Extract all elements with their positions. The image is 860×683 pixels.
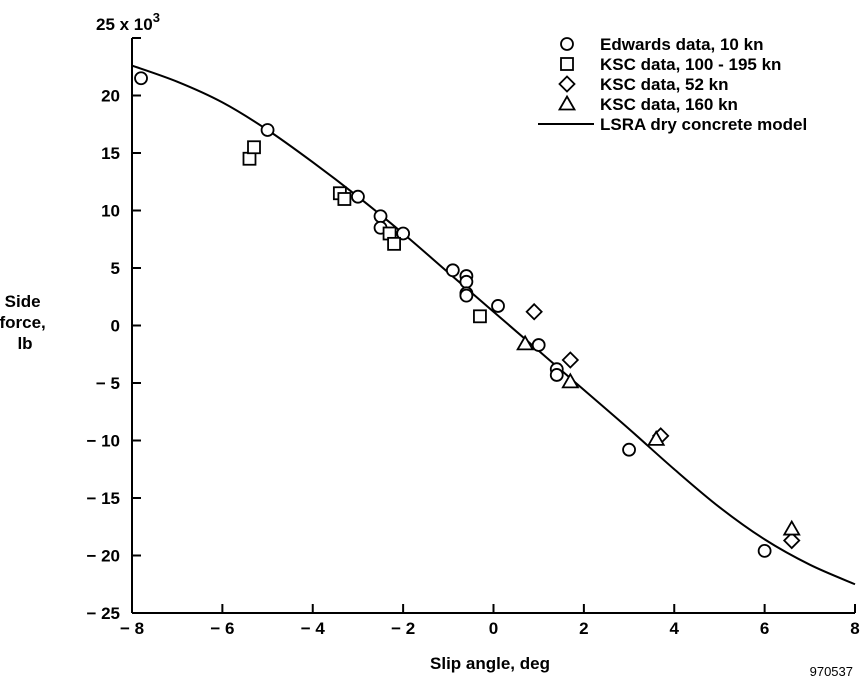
legend-circle-marker [560,37,574,51]
x-tick-label: − 8 [120,619,144,638]
square-data-point [337,192,352,206]
triangle-data-point [782,519,801,536]
y-tick-label: 5 [111,259,120,278]
square-data-point [387,236,401,251]
triangle-data-point [647,430,666,446]
y-tick-label: 10 [101,202,120,221]
legend-diamond-marker [558,75,576,93]
y-tick-labels: − 25 − 20 − 15 − 10 − 5 0 5 10 15 20 [86,87,120,624]
legend-label: KSC data, 52 kn [600,75,729,94]
x-tick-label: 4 [670,619,680,638]
circle-data-point [459,288,474,303]
y-tick-label: − 25 [86,604,120,623]
y-multiplier-prefix: 25 x 10 [96,15,153,34]
axis-ticks [131,37,856,614]
circle-data-point [373,209,388,224]
lsra-model-line [131,64,856,586]
x-tick-label: 6 [760,619,769,638]
legend-triangle-marker [557,94,577,111]
circle-data-point [445,263,460,278]
y-tick-label: − 10 [86,432,120,451]
circle-data-point [622,442,636,457]
y-axis-title-line-3: lb [17,334,32,353]
y-tick-label: 15 [101,144,120,163]
y-tick-label: 20 [101,87,120,106]
circle-data-point [459,274,474,289]
x-tick-label: 2 [579,619,588,638]
x-tick-labels: − 8 − 6 − 4 − 2 0 2 4 6 8 [120,619,860,638]
y-axis-title-line-1: Side [5,292,41,311]
triangle-data-point [516,334,535,351]
circle-data-point [531,338,546,352]
diamond-data-point [561,351,580,369]
square-data-point [473,309,487,324]
x-tick-label: − 2 [391,619,415,638]
y-axis-title-line-2: force, [0,313,46,332]
circle-data-point [260,123,275,137]
legend-label: KSC data, 160 kn [600,95,738,114]
model-curve [131,64,856,586]
data-markers [134,71,801,558]
legend-square-marker [560,57,574,71]
diamond-data-point [782,531,801,550]
y-tick-label: 0 [111,317,120,336]
legend-label: Edwards data, 10 kn [600,35,763,54]
circle-data-point [134,71,148,86]
diamond-data-point [525,302,543,321]
x-tick-label: 0 [489,619,498,638]
square-data-point [242,151,257,166]
y-tick-label: − 5 [96,374,120,393]
y-tick-label: − 20 [86,547,120,566]
circle-data-point [549,368,564,382]
legend-label: LSRA dry concrete model [600,115,807,134]
circle-data-point [491,299,505,313]
y-multiplier-exponent: 3 [153,10,160,25]
x-tick-label: 8 [850,619,859,638]
x-tick-label: − 4 [301,619,326,638]
triangle-data-point [561,372,580,389]
legend-label: KSC data, 100 - 195 kn [600,55,781,74]
circle-data-point [396,226,411,241]
figure-id: 970537 [810,664,853,679]
x-axis-title: Slip angle, deg [430,654,550,673]
y-multiplier: 25 x 103 [96,10,160,34]
x-tick-label: − 6 [210,619,234,638]
circle-data-point [757,544,772,558]
y-axis-title: Side force, lb [0,292,51,353]
y-tick-label: − 15 [86,489,120,508]
square-data-point [247,140,261,155]
circle-data-point [351,189,365,204]
